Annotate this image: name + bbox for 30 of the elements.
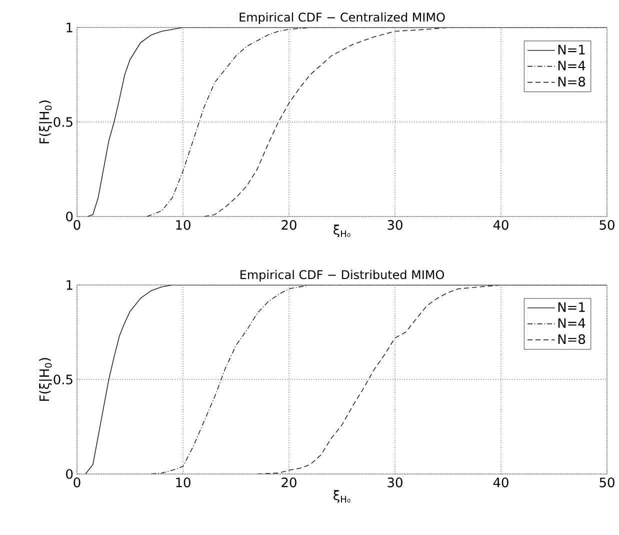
y-tick-label: 0.5 — [54, 374, 72, 384]
x-tick-label: 10 — [176, 478, 190, 488]
x-tick-label: 50 — [600, 478, 614, 488]
x-tick-label: 0 — [74, 478, 80, 488]
x-axis-title: ξ$_{H₀}$ — [334, 224, 350, 238]
y-tick-label: 1 — [66, 280, 72, 290]
x-tick-label: 20 — [282, 478, 296, 488]
y-axis-title: F(ξ|H$_{0}$) — [39, 358, 52, 401]
y-tick-label: 1 — [66, 22, 72, 32]
x-tick-label: 40 — [493, 478, 508, 488]
x-tick-label: 50 — [600, 220, 614, 230]
legend-label: N=1 — [558, 302, 585, 312]
legend-label: N=8 — [558, 334, 586, 344]
x-tick-label: 0 — [74, 220, 80, 230]
legend-label: N=4 — [558, 60, 586, 70]
x-tick-label: 40 — [493, 220, 508, 230]
legend-label: N=1 — [558, 44, 585, 54]
x-tick-label: 20 — [282, 220, 296, 230]
y-tick-label: 0 — [66, 212, 73, 222]
x-tick-label: 30 — [388, 478, 402, 488]
chart-title: Empirical CDF − Distributed MIMO — [240, 270, 444, 282]
y-tick-label: 0.5 — [54, 117, 72, 127]
x-tick-label: 10 — [176, 220, 190, 230]
y-axis-title: F(ξ|H$_{0}$) — [39, 100, 52, 144]
x-tick-label: 30 — [388, 220, 402, 230]
x-axis-title: ξ$_{H₀}$ — [334, 490, 350, 503]
y-tick-label: 0 — [66, 469, 73, 479]
legend-label: N=8 — [558, 76, 586, 87]
legend-label: N=4 — [558, 318, 586, 328]
chart-title: Empirical CDF − Centralized MIMO — [240, 12, 445, 24]
